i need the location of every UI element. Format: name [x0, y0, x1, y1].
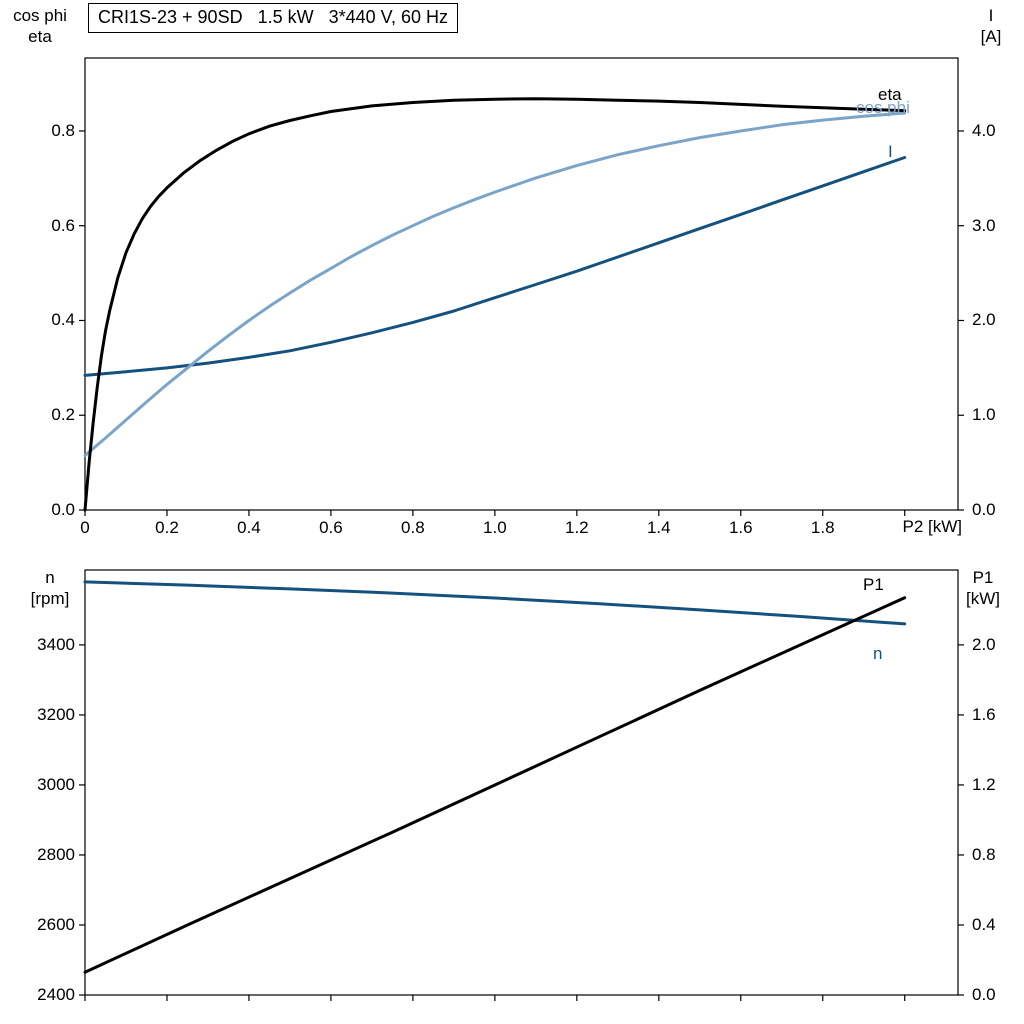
tick-label: 0.0 — [51, 500, 75, 519]
curve-label-n: n — [873, 644, 883, 663]
tick-label: 0.4 — [51, 310, 75, 330]
tick-label: 2400 — [37, 985, 75, 1004]
curve-label-current: I — [888, 142, 893, 161]
bottom-right-axis-title: P1 [kW] — [954, 567, 1012, 609]
curve-i — [83, 156, 907, 377]
tick-label: 0.8 — [972, 844, 996, 864]
chart-frame — [84, 57, 959, 511]
x-axis-title: P2 [kW] — [902, 517, 962, 536]
curve-label-p1: P1 — [863, 575, 884, 594]
tick-label: 0.0 — [972, 985, 996, 1004]
tick-label: 3400 — [37, 634, 75, 654]
tick-label: 1.0 — [483, 518, 507, 537]
curve-label-cos-phi: cos phi — [856, 98, 910, 117]
tick-label: 0.8 — [51, 120, 75, 140]
chart-frame — [84, 569, 959, 996]
tick-label: 2800 — [37, 844, 75, 864]
chart-title: CRI1S-23 + 90SD 1.5 kW 3*440 V, 60 Hz — [88, 3, 459, 33]
tick-label: 3.0 — [972, 215, 996, 235]
curve-label-eta: eta — [878, 85, 902, 104]
curve-cos-phi — [83, 111, 907, 457]
axis-title-current-unit: [A] — [980, 27, 1002, 46]
axis-title-eta: eta — [28, 27, 52, 46]
axis-title-p1-unit: [kW] — [966, 589, 1000, 608]
tick-label: 0.4 — [237, 518, 261, 537]
tick-label: 1.2 — [565, 518, 589, 537]
tick-label: 0.6 — [51, 215, 75, 235]
tick-label: 1.6 — [972, 704, 996, 724]
curve-eta — [83, 97, 907, 512]
tick-label: 2.0 — [972, 634, 996, 654]
curve-p1 — [83, 596, 907, 974]
tick-label: 0.8 — [401, 518, 425, 537]
tick-label: 1.6 — [728, 518, 753, 537]
top-left-axis-title: cos phi eta — [4, 5, 76, 47]
tick-label: 0.0 — [972, 500, 996, 519]
tick-label: 1.4 — [646, 518, 671, 537]
tick-label: 1.8 — [810, 518, 835, 537]
tick-label: 3200 — [37, 704, 75, 724]
axis-title-speed: n — [45, 568, 55, 587]
top-right-axis-title: I [A] — [966, 5, 1016, 47]
tick-label: 4.0 — [972, 120, 996, 140]
tick-label: 0.2 — [51, 405, 75, 425]
tick-label: 0.2 — [155, 518, 179, 537]
tick-label: 3000 — [37, 774, 75, 794]
axis-title-speed-unit: [rpm] — [30, 589, 70, 608]
tick-label: 1.0 — [972, 405, 996, 425]
tick-label: 0.4 — [972, 914, 996, 934]
tick-label: 1.2 — [972, 774, 996, 794]
curve-n — [83, 580, 907, 626]
tick-label: 0 — [80, 518, 90, 537]
axis-title-current: I — [988, 6, 994, 25]
axis-title-p1: P1 — [972, 568, 994, 587]
tick-label: 2600 — [37, 914, 75, 934]
tick-label: 0.6 — [319, 518, 343, 537]
axis-title-cos-phi: cos phi — [13, 6, 67, 25]
bottom-left-axis-title: n [rpm] — [18, 567, 82, 609]
tick-label: 2.0 — [972, 310, 996, 330]
